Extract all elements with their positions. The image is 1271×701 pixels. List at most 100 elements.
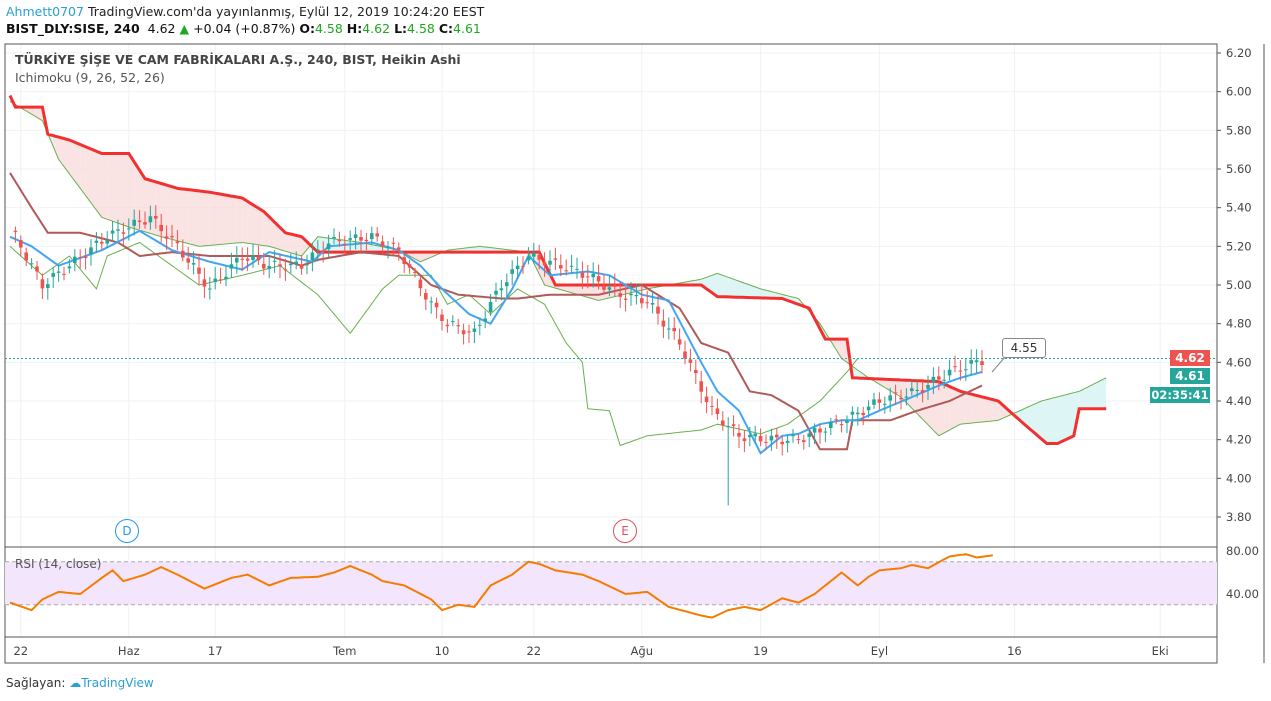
candle-body [548,260,552,265]
cloud-segment [226,195,232,244]
symbol: BIST_DLY:SISE, 240 [6,21,140,36]
rsi-legend[interactable]: RSI (14, close) [15,557,102,571]
candle-body [883,403,887,405]
candle-body [332,236,336,239]
time-axis-label: 22 [13,644,28,658]
candle-body [267,266,271,270]
cloud-segment [1095,380,1101,409]
candle-body [364,239,369,242]
candle-body [526,256,531,261]
cloud-segment [1090,383,1096,409]
candle-body [661,320,666,327]
cloud-segment [982,396,988,422]
candle-body [218,279,223,281]
candle-body [94,240,99,243]
candle-body [461,330,466,335]
candle-body [877,399,882,403]
cloud-segment [74,142,81,189]
senkou-span-b-line [8,94,1107,445]
candle-body [343,243,347,246]
candle-body [850,411,855,415]
candle-body [299,264,304,269]
candle-body [802,440,806,443]
candle-body [596,276,601,282]
cloud-segment [215,193,221,245]
candle-body [316,249,320,251]
cloud-segment [906,380,912,409]
candle-body [440,314,444,322]
cloud-segment [587,284,594,299]
footer-label: Sağlayan: [6,676,66,690]
cloud-segment [879,379,885,388]
cloud-segment [317,236,324,253]
candle-body [645,302,649,304]
cloud-segment [26,107,32,115]
rsi-band [5,561,1217,605]
candle-body [418,279,423,289]
candle-body [380,241,385,247]
cloud-segment [571,284,577,295]
cloud-segment [1025,405,1031,430]
candle-body [764,441,768,443]
price-axis-label: 4.40 [1226,394,1252,408]
last-price: 4.62 [147,21,176,36]
cloud-segment [231,196,237,244]
cloud-segment [101,153,108,220]
candle-body [775,434,779,438]
cloud-segment [263,211,270,247]
cloud-segment [766,290,772,299]
candle-body [964,369,968,371]
tradingview-logo-icon: ☁ [69,676,82,690]
candle-body [159,224,163,232]
cloud-segment [1046,398,1053,444]
cloud-segment [161,183,167,239]
cloud-segment [1084,385,1090,409]
candle-body [769,435,774,441]
candle-body [715,408,720,415]
cloud-segment [91,149,97,211]
cloud-segment [1057,395,1063,444]
candle-body [73,256,77,264]
low-label: L: [394,21,408,36]
price-axis-label: 4.20 [1226,433,1252,447]
candle-body [397,247,401,250]
candle-body [434,302,439,308]
candle-body [488,301,493,312]
cloud-segment [938,381,945,436]
cloud-segment [58,137,64,167]
cloud-segment [1063,394,1069,441]
indicator-legend[interactable]: Ichimoku (9, 26, 52, 26) [15,70,165,85]
cloud-segment [312,236,318,253]
cloud-segment [733,279,739,298]
candle-body [893,392,898,394]
cloud-segment [566,284,572,293]
dividend-marker[interactable]: D [115,519,139,543]
candle-body [181,250,185,258]
candle-body [143,222,147,225]
candle-body [818,428,822,433]
candle-body [974,360,979,363]
author-link[interactable]: Ahmett0707 [6,4,84,19]
candle-body [937,376,941,380]
cloud-segment [204,191,210,246]
candle-body [370,233,374,240]
candle-body [559,265,563,269]
cloud-segment [960,391,966,425]
bar-countdown: 02:35:41 [1150,387,1210,403]
earnings-marker[interactable]: E [613,519,637,543]
cloud-segment [377,245,383,253]
candle-body [191,263,196,265]
candle-body [278,264,282,267]
rsi-line [9,553,993,619]
time-axis-label: 22 [526,644,541,658]
candle-body [121,232,126,234]
cloud-segment [701,277,707,289]
candle-body [83,256,88,258]
candle-body [602,285,606,290]
tradingview-link[interactable]: TradingView [81,676,154,690]
candle-body [164,236,169,239]
price-axis-label: 5.60 [1226,162,1252,176]
candle-body [294,261,298,265]
candle-body [272,260,277,262]
